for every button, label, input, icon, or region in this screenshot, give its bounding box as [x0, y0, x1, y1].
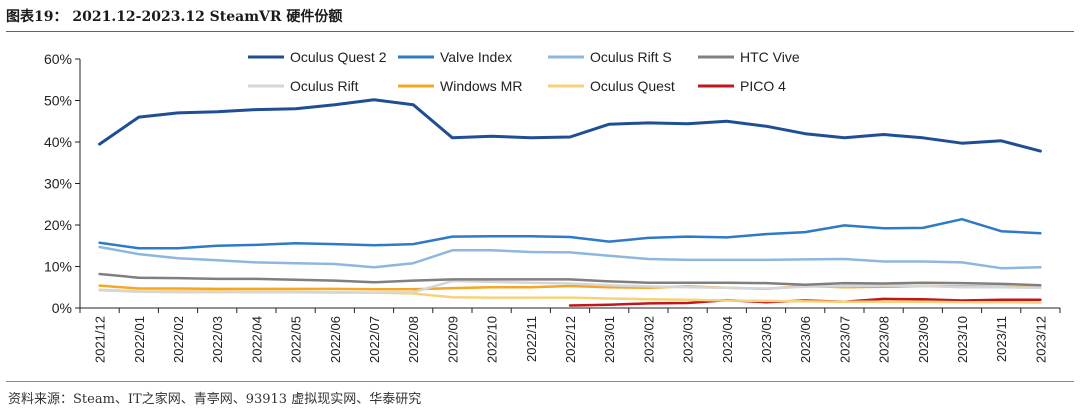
- x-tick-label: 2023/09: [916, 316, 931, 363]
- legend-label-oculus-rift: Oculus Rift: [290, 78, 359, 94]
- x-tick-label: 2022/08: [406, 316, 421, 363]
- legend-label-valve-index: Valve Index: [440, 49, 512, 65]
- x-tick-label: 2023/12: [1033, 316, 1048, 363]
- x-tick-label: 2022/11: [524, 316, 539, 362]
- x-tick-label: 2023/03: [681, 316, 696, 363]
- x-tick-label: 2022/12: [563, 316, 578, 363]
- x-tick-label: 2023/02: [641, 316, 656, 363]
- x-tick-label: 2022/03: [210, 316, 225, 363]
- y-tick-label: 60%: [44, 51, 72, 67]
- x-tick-label: 2022/10: [485, 316, 500, 363]
- series-line-valve-index: [98, 217, 1042, 250]
- bottom-rule: [6, 381, 1074, 382]
- title-rule: [6, 31, 1074, 32]
- series-layer: [98, 98, 1042, 307]
- x-tick-label: 2023/01: [602, 316, 617, 363]
- x-tick-label: 2022/01: [132, 316, 147, 363]
- series-line-oculus-rift: [98, 279, 1042, 294]
- legend-label-oculus-rift-s: Oculus Rift S: [590, 49, 672, 65]
- x-tick-label: 2022/04: [249, 316, 264, 363]
- legend: Oculus Quest 2 Valve Index Oculus Rift S HT…: [248, 49, 800, 94]
- series-line-oculus-quest-2: [98, 98, 1042, 153]
- x-tick-label: 2023/10: [955, 316, 970, 363]
- legend-label-oculus-quest-2: Oculus Quest 2: [290, 49, 387, 65]
- y-tick-label: 40%: [44, 134, 72, 150]
- x-tick-label: 2022/09: [445, 316, 460, 363]
- axes: 0% 10% 20% 30% 40% 50% 60% 2021/12 2022/01 2022/0…: [44, 51, 1061, 363]
- series-line-oculus-rift-s: [98, 245, 1042, 270]
- y-tick-label: 0%: [52, 300, 72, 316]
- x-tick-label: 2022/02: [171, 316, 186, 363]
- x-tick-label: 2022/07: [367, 316, 382, 363]
- x-tick-label: 2021/12: [93, 316, 108, 363]
- x-tick-label: 2023/06: [798, 316, 813, 363]
- x-tick-label: 2023/07: [837, 316, 852, 363]
- legend-label-htc-vive: HTC Vive: [740, 49, 800, 65]
- figure-title: 图表19： 2021.12-2023.12 SteamVR 硬件份额: [6, 9, 343, 25]
- x-tick-label: 2022/06: [328, 316, 343, 363]
- x-tick-label: 2022/05: [289, 316, 304, 363]
- x-tick-label: 2023/08: [877, 316, 892, 363]
- y-tick-label: 20%: [44, 217, 72, 233]
- legend-label-windows-mr: Windows MR: [440, 78, 522, 94]
- x-tick-label: 2023/04: [720, 316, 735, 363]
- y-tick-label: 10%: [44, 259, 72, 275]
- series-line-htc-vive: [98, 272, 1042, 287]
- y-tick-label: 50%: [44, 93, 72, 109]
- legend-label-oculus-quest: Oculus Quest: [590, 78, 675, 94]
- legend-label-pico-4: PICO 4: [740, 78, 786, 94]
- y-tick-label: 30%: [44, 176, 72, 192]
- source-note: 资料来源：Steam、IT之家网、青亭网、93913 虚拟现实网、华泰研究: [8, 392, 422, 407]
- line-chart: 0% 10% 20% 30% 40% 50% 60% 2021/12 2022/01 2022/0…: [44, 49, 1061, 363]
- x-tick-label: 2023/05: [759, 316, 774, 363]
- x-tick-label: 2023/11: [994, 316, 1009, 362]
